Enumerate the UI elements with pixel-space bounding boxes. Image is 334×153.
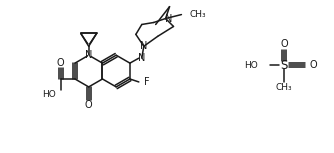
Text: N: N: [165, 13, 172, 24]
Text: O: O: [85, 100, 93, 110]
Text: N: N: [140, 41, 148, 51]
Text: F: F: [144, 77, 149, 87]
Text: O: O: [57, 58, 64, 68]
Text: CH₃: CH₃: [189, 10, 206, 19]
Text: HO: HO: [244, 61, 258, 70]
Text: O: O: [310, 60, 317, 70]
Text: N: N: [138, 53, 146, 63]
Text: HO: HO: [42, 90, 56, 99]
Text: S: S: [280, 59, 288, 72]
Text: O: O: [280, 39, 288, 49]
Text: N: N: [85, 50, 93, 60]
Text: CH₃: CH₃: [276, 83, 292, 92]
